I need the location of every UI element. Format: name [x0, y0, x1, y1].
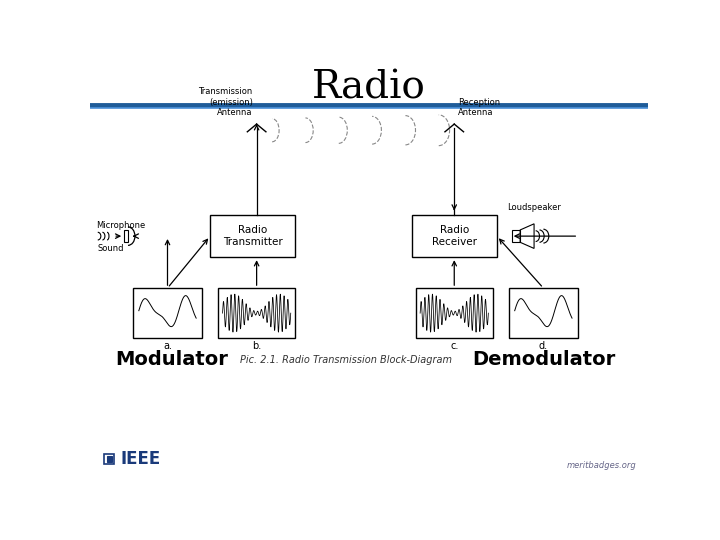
Text: Sound: Sound — [98, 244, 125, 253]
Text: Loudspeaker: Loudspeaker — [507, 202, 561, 212]
Bar — [218, 288, 295, 338]
Text: Demodulator: Demodulator — [472, 350, 615, 369]
Bar — [508, 288, 578, 338]
Text: meritbadges.org: meritbadges.org — [567, 461, 636, 470]
Text: Transmission
(emission)
Antenna: Transmission (emission) Antenna — [199, 87, 253, 117]
Bar — [412, 215, 497, 257]
Text: Microphone: Microphone — [96, 221, 145, 230]
Text: Radio
Transmitter: Radio Transmitter — [223, 225, 283, 247]
Text: b.: b. — [252, 341, 261, 351]
Text: IEEE: IEEE — [120, 450, 161, 468]
Text: c.: c. — [450, 341, 459, 351]
Text: Radio: Radio — [312, 70, 426, 106]
Text: Modulator: Modulator — [115, 350, 228, 369]
Text: Pic. 2.1. Radio Transmission Block-Diagram: Pic. 2.1. Radio Transmission Block-Diagr… — [240, 355, 451, 365]
Bar — [415, 288, 493, 338]
Bar — [132, 288, 202, 338]
Text: Radio
Receiver: Radio Receiver — [432, 225, 477, 247]
Text: d.: d. — [539, 341, 548, 351]
Bar — [513, 230, 520, 242]
Bar — [210, 215, 295, 257]
Text: Reception
Antenna: Reception Antenna — [458, 98, 500, 117]
Text: a.: a. — [163, 341, 172, 351]
Bar — [124, 230, 128, 242]
